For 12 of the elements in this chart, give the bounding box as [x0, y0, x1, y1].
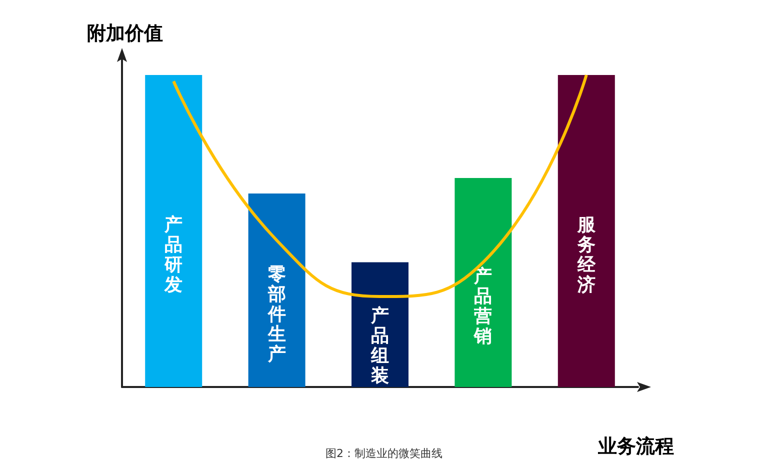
- bar: [454, 178, 512, 387]
- x-tick-label: 产品营销: [473, 266, 492, 347]
- x-tick-label: 服务经济: [576, 214, 596, 296]
- x-tick-label: 产品研发: [164, 214, 183, 296]
- x-tick-label: 零部件生产: [266, 264, 286, 365]
- bar: [248, 194, 306, 387]
- x-tick-label: 产品组装: [370, 306, 389, 386]
- bar: [558, 75, 615, 387]
- bar: [145, 75, 202, 387]
- y-axis-title: 附加价值: [87, 22, 163, 44]
- caption: 图2：制造业的微笑曲线: [326, 447, 442, 460]
- x-axis-title: 业务流程: [597, 436, 674, 458]
